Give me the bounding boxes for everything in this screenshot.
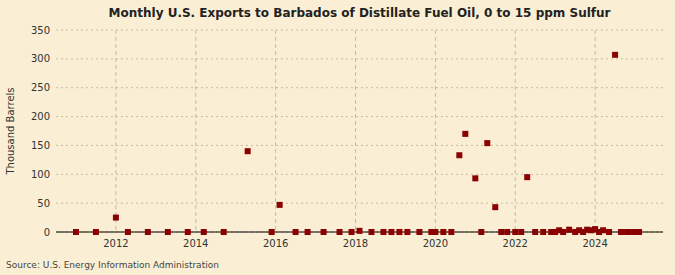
- point: [349, 229, 355, 235]
- x-grid-line: [355, 30, 356, 232]
- point: [566, 227, 572, 233]
- point: [321, 229, 327, 235]
- y-tick-label: 250: [31, 82, 50, 93]
- point: [606, 229, 612, 235]
- x-tick-label: 2016: [263, 238, 288, 249]
- point: [456, 152, 462, 158]
- grid: [56, 30, 663, 232]
- x-grid-line: [515, 30, 516, 232]
- point: [532, 229, 538, 235]
- x-grid-line: [115, 30, 116, 232]
- point: [618, 229, 624, 235]
- y-grid-line: [56, 145, 663, 146]
- point: [636, 229, 642, 235]
- point: [432, 229, 438, 235]
- y-tick-label: 300: [31, 53, 50, 64]
- point: [630, 229, 636, 235]
- point: [93, 229, 99, 235]
- y-tick-label: 50: [37, 198, 50, 209]
- point: [113, 215, 119, 221]
- x-tick-label: 2020: [423, 238, 448, 249]
- point: [269, 229, 275, 235]
- y-grid-line: [56, 116, 663, 117]
- y-grid-line: [56, 174, 663, 175]
- point: [440, 229, 446, 235]
- x-tick-label: 2012: [103, 238, 128, 249]
- point: [472, 175, 478, 181]
- y-tick-label: 0: [44, 227, 50, 238]
- point: [245, 148, 251, 154]
- point: [145, 229, 151, 235]
- point: [165, 229, 171, 235]
- point: [512, 229, 518, 235]
- point: [498, 229, 504, 235]
- y-grid-line: [56, 87, 663, 88]
- chart: 0 50 100 150 200 250 300 350 2012 2014 2016 2018 202…: [0, 0, 675, 275]
- x-grid-line: [595, 30, 596, 232]
- y-axis-label: Thousand Barrels: [5, 87, 16, 175]
- x-grid-line: [195, 30, 196, 232]
- x-tick-label: 2024: [582, 238, 607, 249]
- y-tick-label: 150: [31, 140, 50, 151]
- y-grid-line: [56, 58, 663, 59]
- x-tick-label: 2022: [503, 238, 528, 249]
- y-tick-label: 200: [31, 111, 50, 122]
- source-note: Source: U.S. Energy Information Administ…: [6, 260, 219, 270]
- point: [201, 229, 207, 235]
- point: [448, 229, 454, 235]
- point: [73, 229, 79, 235]
- point: [484, 140, 490, 146]
- point: [380, 229, 386, 235]
- x-tick-label: 2014: [183, 238, 208, 249]
- point: [492, 204, 498, 210]
- point: [388, 229, 394, 235]
- point: [518, 229, 524, 235]
- title: Monthly U.S. Exports to Barbados of Dist…: [109, 6, 611, 20]
- point: [478, 229, 484, 235]
- points: [73, 52, 642, 235]
- x-grid-line: [435, 30, 436, 232]
- x-tick-label: 2018: [343, 238, 368, 249]
- point: [305, 229, 311, 235]
- x-grid-line: [275, 30, 276, 232]
- y-grid-line: [56, 203, 663, 204]
- point: [293, 229, 299, 235]
- point: [125, 229, 131, 235]
- y-tick-label: 350: [31, 25, 50, 36]
- point: [540, 229, 546, 235]
- point: [337, 229, 343, 235]
- point: [368, 229, 374, 235]
- point: [416, 229, 422, 235]
- point: [612, 52, 618, 58]
- point: [524, 174, 530, 180]
- point: [600, 227, 606, 233]
- point: [462, 131, 468, 137]
- y-tick-label: 100: [31, 169, 50, 180]
- point: [185, 229, 191, 235]
- point: [624, 229, 630, 235]
- point: [504, 229, 510, 235]
- point: [277, 202, 283, 208]
- point: [560, 229, 566, 235]
- point: [396, 229, 402, 235]
- y-grid-line: [56, 30, 663, 31]
- point: [357, 228, 363, 234]
- point: [404, 229, 410, 235]
- point: [221, 229, 227, 235]
